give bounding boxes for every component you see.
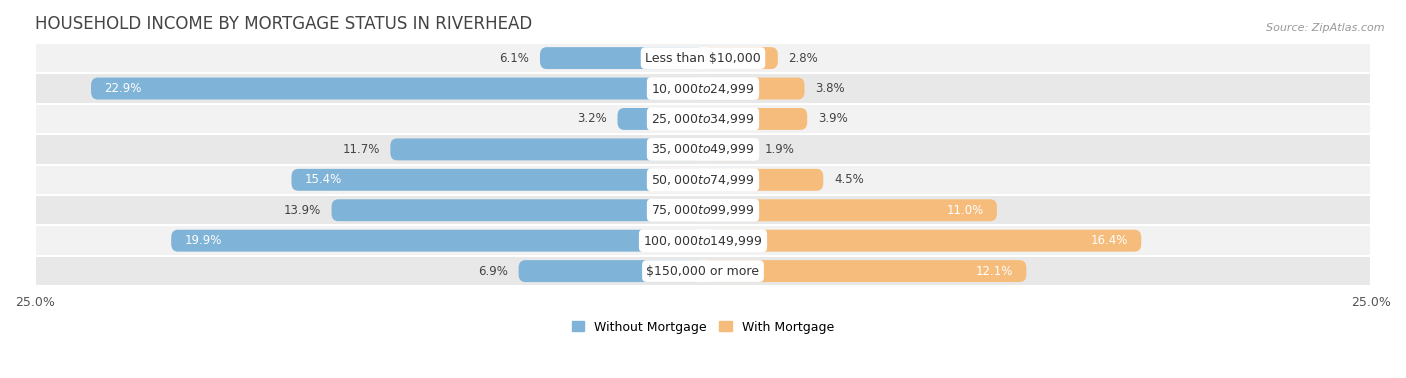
Text: $100,000 to $149,999: $100,000 to $149,999 xyxy=(644,234,762,248)
Text: 6.1%: 6.1% xyxy=(499,52,529,65)
Text: $25,000 to $34,999: $25,000 to $34,999 xyxy=(651,112,755,126)
Text: $75,000 to $99,999: $75,000 to $99,999 xyxy=(651,203,755,217)
Text: 19.9%: 19.9% xyxy=(184,234,222,247)
FancyBboxPatch shape xyxy=(35,43,1371,73)
Text: 15.4%: 15.4% xyxy=(305,174,342,186)
FancyBboxPatch shape xyxy=(703,77,804,99)
FancyBboxPatch shape xyxy=(91,77,703,99)
Text: 6.9%: 6.9% xyxy=(478,265,508,277)
Text: 4.5%: 4.5% xyxy=(834,174,863,186)
Text: 3.9%: 3.9% xyxy=(818,113,848,125)
FancyBboxPatch shape xyxy=(172,230,703,252)
FancyBboxPatch shape xyxy=(35,225,1371,256)
Text: 1.9%: 1.9% xyxy=(765,143,794,156)
Text: $10,000 to $24,999: $10,000 to $24,999 xyxy=(651,82,755,96)
FancyBboxPatch shape xyxy=(703,230,1142,252)
Legend: Without Mortgage, With Mortgage: Without Mortgage, With Mortgage xyxy=(572,321,834,334)
FancyBboxPatch shape xyxy=(617,108,703,130)
FancyBboxPatch shape xyxy=(703,169,824,191)
FancyBboxPatch shape xyxy=(332,199,703,221)
FancyBboxPatch shape xyxy=(703,260,1026,282)
FancyBboxPatch shape xyxy=(35,73,1371,104)
Text: $35,000 to $49,999: $35,000 to $49,999 xyxy=(651,143,755,156)
FancyBboxPatch shape xyxy=(540,47,703,69)
FancyBboxPatch shape xyxy=(35,195,1371,225)
FancyBboxPatch shape xyxy=(291,169,703,191)
Text: 3.8%: 3.8% xyxy=(815,82,845,95)
FancyBboxPatch shape xyxy=(35,164,1371,195)
FancyBboxPatch shape xyxy=(35,104,1371,134)
Text: 12.1%: 12.1% xyxy=(976,265,1012,277)
Text: $50,000 to $74,999: $50,000 to $74,999 xyxy=(651,173,755,187)
Text: 22.9%: 22.9% xyxy=(104,82,142,95)
FancyBboxPatch shape xyxy=(703,138,754,160)
Text: 13.9%: 13.9% xyxy=(284,204,321,217)
Text: HOUSEHOLD INCOME BY MORTGAGE STATUS IN RIVERHEAD: HOUSEHOLD INCOME BY MORTGAGE STATUS IN R… xyxy=(35,15,533,33)
Text: Less than $10,000: Less than $10,000 xyxy=(645,52,761,65)
FancyBboxPatch shape xyxy=(703,108,807,130)
Text: 3.2%: 3.2% xyxy=(576,113,607,125)
FancyBboxPatch shape xyxy=(703,47,778,69)
Text: 16.4%: 16.4% xyxy=(1091,234,1128,247)
FancyBboxPatch shape xyxy=(703,199,997,221)
Text: Source: ZipAtlas.com: Source: ZipAtlas.com xyxy=(1267,23,1385,33)
FancyBboxPatch shape xyxy=(519,260,703,282)
FancyBboxPatch shape xyxy=(35,134,1371,164)
Text: 11.0%: 11.0% xyxy=(946,204,984,217)
Text: 2.8%: 2.8% xyxy=(789,52,818,65)
Text: $150,000 or more: $150,000 or more xyxy=(647,265,759,277)
Text: 11.7%: 11.7% xyxy=(342,143,380,156)
FancyBboxPatch shape xyxy=(391,138,703,160)
FancyBboxPatch shape xyxy=(35,256,1371,286)
